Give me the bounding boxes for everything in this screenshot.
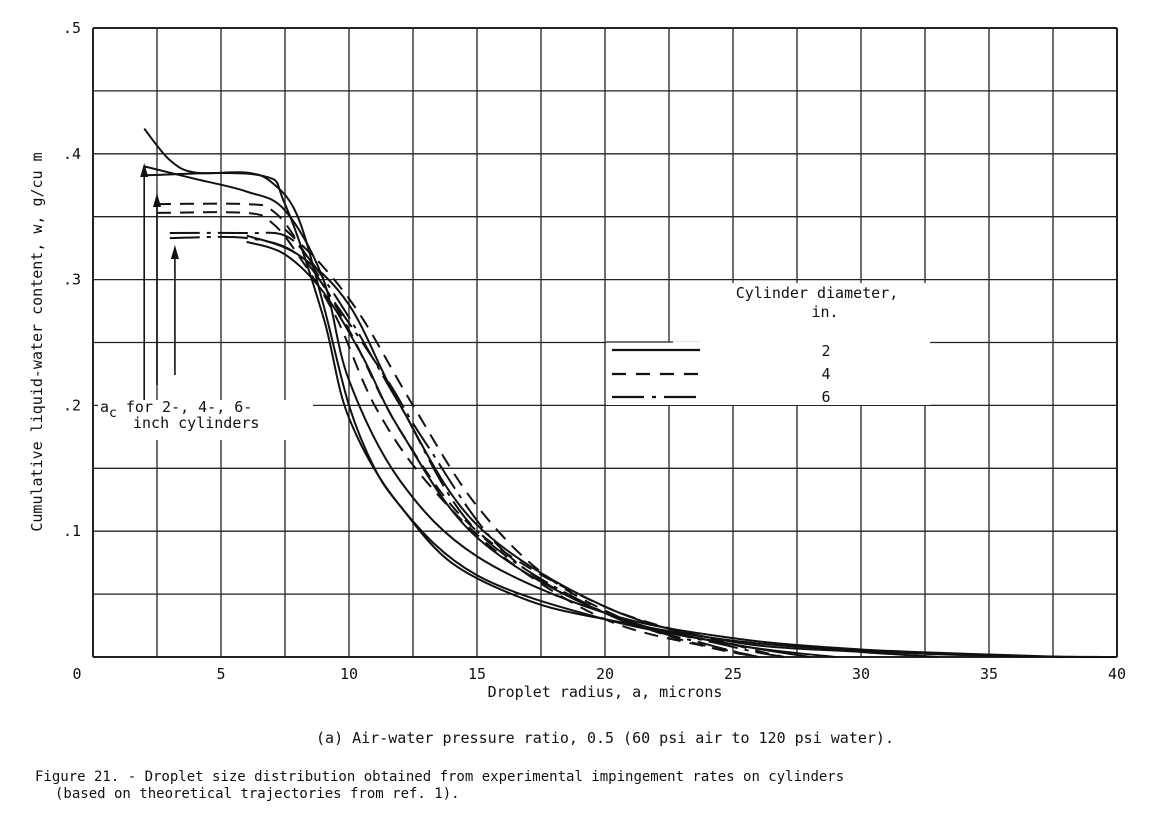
legend-title-line2: in.: [811, 303, 838, 321]
series-curve-solid: [246, 240, 836, 658]
x-tick-label: 0: [72, 665, 81, 683]
arrows: [140, 163, 179, 400]
tick-labels: 0 5 10 15 20 25 30 35 40 .1 .2 .3 .4 .5: [63, 19, 1126, 683]
series-curve-solid: [246, 234, 938, 658]
subcaption: (a) Air-water pressure ratio, 0.5 (60 ps…: [316, 729, 894, 747]
annotation-box: [98, 400, 313, 440]
y-axis-label: Cumulative liquid-water content, w, g/cu…: [28, 152, 46, 531]
legend-title-line1: Cylinder diameter,: [736, 284, 899, 302]
y-tick-label: .5: [63, 19, 81, 37]
series-curve-solid: [143, 165, 1066, 658]
legend-label-6: 6: [821, 388, 830, 406]
y-tick-label: .3: [63, 271, 81, 289]
x-axis-label: Droplet radius, a, microns: [488, 683, 723, 701]
x-tick-label: 20: [596, 665, 614, 683]
series-curve-dash-dot: [169, 231, 759, 658]
series-curve-dashed: [156, 202, 785, 658]
series-curve-dashed: [284, 228, 759, 658]
legend: Cylinder diameter, in. 2 4 6: [606, 283, 930, 406]
figure-caption-line2: (based on theoretical trajectories from …: [55, 786, 460, 802]
y-tick-label: .1: [63, 522, 81, 540]
legend-label-2: 2: [821, 342, 830, 360]
series-curve-dashed: [156, 211, 759, 658]
x-tick-label: 5: [216, 665, 225, 683]
arrow-head-icon: [170, 245, 179, 259]
arrow-head-icon: [140, 163, 149, 177]
annotation-line1: ac for 2-, 4-, 6-: [100, 398, 252, 421]
arrow-head-icon: [153, 193, 161, 207]
x-tick-label: 10: [340, 665, 358, 683]
grid: [92, 27, 1118, 658]
x-tick-label: 35: [980, 665, 998, 683]
x-tick-label: 30: [852, 665, 870, 683]
series-curve-dash-dot: [169, 235, 785, 658]
series-curve-solid: [144, 172, 810, 658]
x-tick-label: 40: [1108, 665, 1126, 683]
curves: [143, 128, 1118, 658]
annotation-line2: inch cylinders: [133, 414, 259, 432]
x-tick-label: 25: [724, 665, 742, 683]
x-tick-label: 15: [468, 665, 486, 683]
figure-caption-line1: Figure 21. - Droplet size distribution o…: [35, 769, 844, 785]
y-tick-label: .2: [63, 396, 81, 414]
legend-label-4: 4: [821, 365, 830, 383]
y-tick-label: .4: [63, 145, 81, 163]
